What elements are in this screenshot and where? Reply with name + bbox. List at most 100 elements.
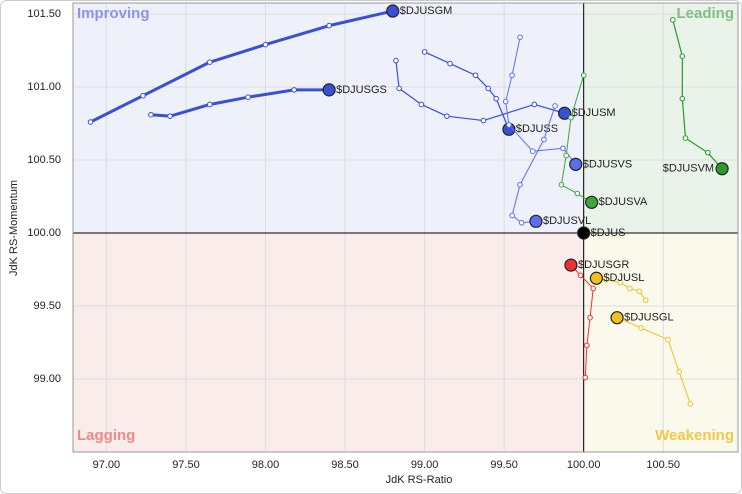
trail-point — [517, 181, 523, 188]
trail-point — [326, 22, 332, 29]
trail-point — [444, 113, 450, 119]
trail-point — [421, 49, 428, 55]
trail-point — [418, 101, 425, 108]
series-label: $DJUSVS — [583, 158, 633, 170]
x-tick-label: 97.00 — [93, 459, 121, 471]
trail: $DJUSGL — [610, 311, 694, 407]
trail-point — [167, 113, 173, 119]
head-marker — [386, 4, 400, 18]
trail: $DJUSVS — [502, 34, 633, 171]
head-marker — [585, 195, 599, 209]
x-tick-label: 98.50 — [331, 459, 359, 471]
trail-point — [704, 149, 711, 156]
trail-point — [472, 72, 479, 79]
trail-line — [150, 88, 330, 118]
trail-point — [291, 87, 297, 93]
trail-point — [502, 98, 509, 105]
trail-point — [676, 368, 682, 375]
trail-point — [393, 57, 399, 64]
trail-point — [493, 95, 499, 102]
trail-point — [642, 297, 649, 303]
trail-point — [590, 285, 597, 292]
y-axis-title: JdK RS-Momentum — [8, 180, 20, 276]
trail-point — [617, 279, 624, 286]
trail-point — [636, 288, 643, 295]
y-tick-label: 99.00 — [33, 373, 61, 385]
series-label: $DJUSVM — [663, 163, 714, 175]
plot-frame — [72, 2, 739, 453]
trail-point — [679, 95, 686, 102]
head-marker — [529, 214, 543, 228]
trail-point — [518, 219, 525, 226]
series-label: $DJUSGS — [336, 84, 387, 96]
trail-line — [424, 51, 510, 130]
head-marker — [322, 83, 336, 97]
trail-point — [687, 401, 694, 407]
quadrant-background — [583, 232, 738, 452]
trail: $DJUSGM — [87, 4, 452, 125]
trail-point — [582, 374, 589, 381]
trail-point — [245, 94, 251, 100]
trail-line — [672, 19, 723, 170]
head-marker — [610, 311, 624, 325]
trail-point — [568, 114, 574, 121]
trail-point — [587, 314, 593, 321]
trail-point — [682, 135, 689, 141]
trail-point — [87, 119, 94, 125]
trail-point — [207, 101, 213, 108]
y-tick-label: 99.50 — [33, 300, 61, 312]
trail-point — [679, 53, 686, 60]
trail-point — [584, 342, 590, 349]
trail-point — [552, 103, 558, 109]
quadrant-background — [73, 232, 584, 452]
trail-point — [509, 212, 515, 219]
trail: $DJUSL — [589, 271, 649, 303]
trail: $DJUSVM — [663, 16, 729, 176]
trail-point — [148, 111, 154, 118]
quadrant-label: Improving — [77, 5, 150, 22]
trail-point — [509, 72, 515, 79]
quadrant-background — [583, 3, 738, 233]
trail-point — [627, 285, 633, 292]
series-label: $DJUSVL — [543, 215, 591, 227]
head-marker — [557, 106, 572, 120]
head-marker — [564, 258, 578, 272]
trail-point — [207, 59, 213, 65]
trail: $DJUSGR — [564, 258, 629, 381]
quadrant-background — [73, 3, 584, 233]
trail-point — [603, 276, 609, 283]
head-marker — [577, 226, 591, 240]
x-tick-label: 99.00 — [411, 459, 439, 471]
trail-point — [665, 336, 671, 343]
trail-point — [563, 152, 569, 159]
trail-point — [262, 41, 269, 48]
trail-point — [560, 145, 566, 152]
y-tick-label: 100.50 — [27, 154, 61, 166]
x-tick-label: 100.00 — [567, 459, 601, 471]
quadrant-label: Lagging — [77, 427, 135, 444]
trail-point — [531, 101, 538, 108]
y-tick-label: 100.00 — [27, 227, 61, 239]
head-marker — [569, 157, 583, 171]
x-tick-label: 99.50 — [490, 459, 518, 471]
trail-point — [517, 34, 523, 41]
trail-point — [447, 60, 453, 67]
series-label: $DJUSL — [603, 272, 644, 284]
trail-point — [669, 16, 676, 23]
series-label: $DJUSM — [572, 107, 616, 119]
x-tick-label: 100.50 — [646, 459, 680, 471]
series-label: $DJUSS — [516, 123, 558, 135]
trail: $DJUSS — [421, 49, 558, 136]
trail-point — [140, 92, 146, 99]
y-tick-label: 101.50 — [27, 8, 61, 20]
quadrant-label: Leading — [676, 5, 734, 22]
quadrant-label: Weakening — [655, 427, 734, 444]
series-label: $DJUSGR — [578, 259, 629, 271]
trail-line — [89, 9, 394, 124]
trail-point — [485, 85, 492, 92]
trail-point — [529, 148, 536, 155]
x-tick-label: 98.00 — [252, 459, 280, 471]
trail: $DJUS — [577, 226, 626, 240]
x-tick-label: 97.50 — [172, 459, 200, 471]
